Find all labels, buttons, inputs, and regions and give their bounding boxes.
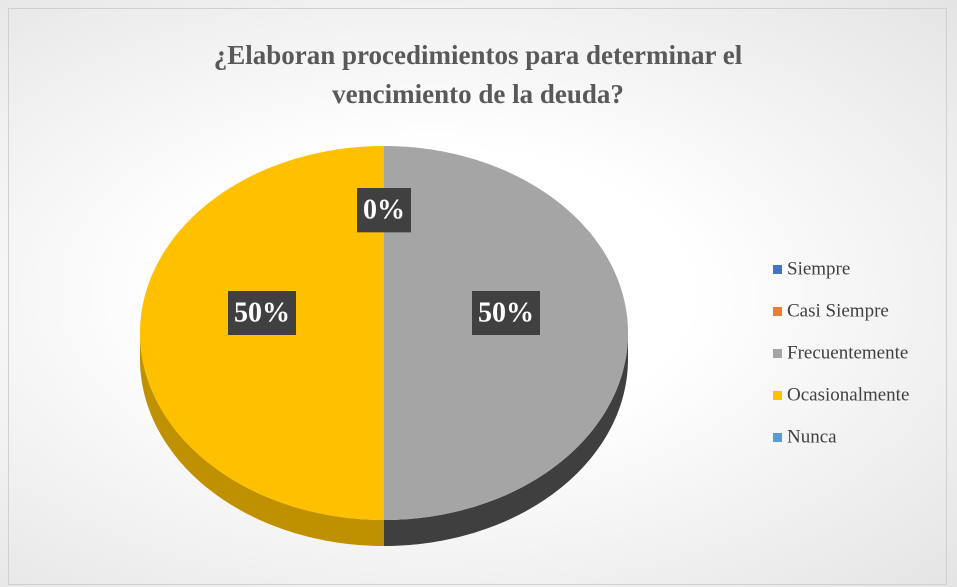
data-label-group: 50% — [472, 291, 540, 335]
legend-label: Siempre — [787, 258, 850, 279]
legend-swatch — [773, 433, 782, 442]
legend-label: Ocasionalmente — [787, 384, 909, 405]
data-label: 0% — [363, 195, 405, 226]
data-label-box — [472, 291, 540, 335]
data-label: 50% — [234, 297, 290, 328]
slice-side — [384, 333, 628, 546]
chart-border — [8, 8, 947, 585]
data-label: 50% — [478, 297, 534, 328]
data-label-group: 50% — [228, 291, 296, 335]
data-label-group: 0% — [357, 188, 411, 233]
legend-label: Nunca — [787, 426, 837, 447]
data-label-box — [228, 291, 296, 335]
legend-swatch — [773, 265, 782, 274]
slice-side — [140, 333, 384, 546]
legend-swatch — [773, 307, 782, 316]
legend-label: Frecuentemente — [787, 342, 908, 363]
legend-swatch — [773, 391, 782, 400]
data-label-box — [357, 188, 411, 233]
legend-swatch — [773, 349, 782, 358]
legend-label: Casi Siempre — [787, 300, 889, 321]
chart-title: ¿Elaboran procedimientos para determinar… — [213, 40, 743, 109]
